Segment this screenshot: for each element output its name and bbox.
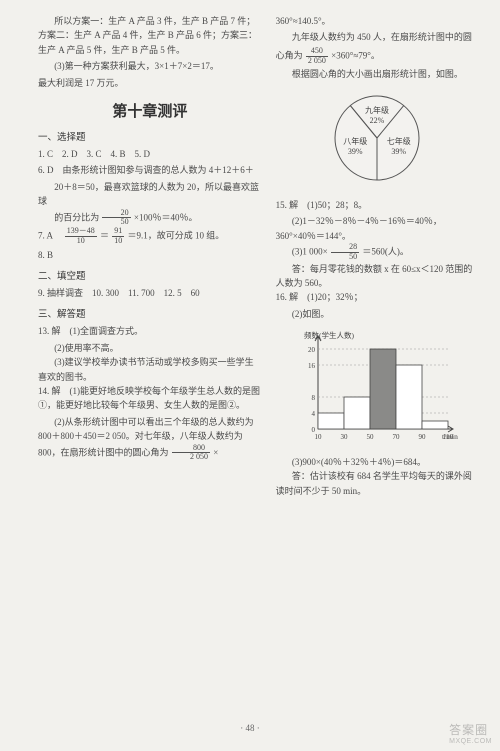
pie-chart: 九年级22%七年级39%八年级39% <box>276 88 478 188</box>
answer-line: 13. 解 (1)全面调查方式。 <box>38 324 262 338</box>
denominator: 50 <box>331 253 359 262</box>
svg-text:90: 90 <box>418 433 426 441</box>
fraction: 800 2 050 <box>172 444 210 463</box>
answer-line: 答：每月零花钱的数额 x 在 60≤x＜120 范围的人数为 560。 <box>276 262 478 291</box>
fraction: 91 10 <box>112 227 124 246</box>
answer-line: 14. 解 (1)能更好地反映学校每个年级学生总人数的是图①，能更好地比较每个年… <box>38 384 262 413</box>
denominator: 2 050 <box>172 453 210 462</box>
answer-line: 16. 解 (1)20；32％； <box>276 290 478 304</box>
answer-line: (3)1 000× 28 50 ＝560(人)。 <box>276 243 478 262</box>
text: × <box>213 447 218 457</box>
svg-text:22%: 22% <box>369 116 384 125</box>
section-heading: 三、解答题 <box>38 306 262 320</box>
svg-text:九年级: 九年级 <box>365 105 389 115</box>
watermark-url: MXQE.COM <box>449 738 492 745</box>
fraction: 139－48 10 <box>65 227 97 246</box>
para: 心角为 450 2 050 ×360°≈79°。 <box>276 47 478 66</box>
denominator: 2 050 <box>306 57 328 66</box>
svg-text:39%: 39% <box>348 147 363 156</box>
answer-line: 7. A 139－48 10 ＝ 91 10 ＝9.1，故可分成 10 组。 <box>38 227 262 246</box>
page: 所以方案一：生产 A 产品 3 件，生产 B 产品 7 件；方案二：生产 A 产… <box>0 0 500 508</box>
para: (3)第一种方案获利最大，3×1＋7×2＝17。 <box>38 59 262 73</box>
svg-text:八年级: 八年级 <box>343 136 367 146</box>
svg-text:30: 30 <box>340 433 348 441</box>
bar-svg: 04816201030507090110频数(学生人数)t/min <box>290 327 460 447</box>
pie-svg: 九年级22%七年级39%八年级39% <box>317 88 437 188</box>
right-column: 360°≈140.5°。 九年级人数约为 450 人，在扇形统计图中的圆 心角为… <box>276 14 478 498</box>
answer-line: 1. C 2. D 3. C 4. B 5. D <box>38 147 262 161</box>
answer-line: (3)900×(40％＋32％＋4％)＝684。 <box>276 455 478 469</box>
answer-line: 6. D 由条形统计图知参与调查的总人数为 4＋12＋6＋ <box>38 163 262 177</box>
watermark: 答案圈 MXQE.COM <box>449 721 492 745</box>
svg-text:8: 8 <box>311 394 315 402</box>
text: 的百分比为 <box>54 212 99 222</box>
chapter-title: 第十章测评 <box>38 100 262 121</box>
answer-line: (2)如图。 <box>276 307 478 321</box>
para: 根据圆心角的大小画出扇形统计图，如图。 <box>276 67 478 81</box>
para: 九年级人数约为 450 人，在扇形统计图中的圆 <box>276 30 478 44</box>
answer-line: 15. 解 (1)50；28；8。 <box>276 198 478 212</box>
bar-chart: 04816201030507090110频数(学生人数)t/min <box>290 327 478 449</box>
text: (3)1 000× <box>292 246 328 256</box>
answer-line: 的百分比为 20 50 ×100％＝40％。 <box>38 209 262 228</box>
para: 所以方案一：生产 A 产品 3 件，生产 B 产品 7 件；方案二：生产 A 产… <box>38 14 262 57</box>
watermark-text: 答案圈 <box>449 723 488 737</box>
svg-text:七年级: 七年级 <box>387 136 411 146</box>
answer-line: 9. 抽样调查 10. 300 11. 700 12. 5 60 <box>38 286 262 300</box>
fraction: 28 50 <box>331 243 359 262</box>
text: ＝560(人)。 <box>362 246 409 256</box>
left-column: 所以方案一：生产 A 产品 3 件，生产 B 产品 7 件；方案二：生产 A 产… <box>38 14 262 498</box>
svg-text:16: 16 <box>308 362 316 370</box>
text: (2)从条形统计图中可以看出三个年级的总人数约为 800＋800＋450＝2 0… <box>38 417 254 457</box>
answer-line: (3)建议学校举办读书节活动或学校多购买一些学生喜欢的图书。 <box>38 355 262 384</box>
denominator: 10 <box>112 237 124 246</box>
denominator: 10 <box>65 237 97 246</box>
svg-text:39%: 39% <box>391 147 406 156</box>
svg-text:50: 50 <box>366 433 374 441</box>
text: ＝9.1，故可分成 10 组。 <box>128 230 225 240</box>
svg-text:t/min: t/min <box>442 432 458 441</box>
answer-line: 8. B <box>38 248 262 262</box>
answer-line: 20＋8＝50，最喜欢篮球的人数为 20，所以最喜欢篮球 <box>38 180 262 209</box>
page-number: · 48 · <box>0 723 500 733</box>
para: 最大利润是 17 万元。 <box>38 76 262 90</box>
para: 360°≈140.5°。 <box>276 14 478 28</box>
svg-text:频数(学生人数): 频数(学生人数) <box>304 330 354 340</box>
fraction: 20 50 <box>102 209 130 228</box>
answer-line: (2)1－32％－8％－4％－16％＝40％，360°×40％＝144°。 <box>276 214 478 243</box>
svg-text:4: 4 <box>311 410 315 418</box>
section-heading: 二、填空题 <box>38 268 262 282</box>
text: 7. A <box>38 230 62 240</box>
text: ＝ <box>100 230 109 240</box>
fraction: 450 2 050 <box>306 47 328 66</box>
svg-text:70: 70 <box>392 433 400 441</box>
answer-line: (2)使用率不高。 <box>38 341 262 355</box>
answer-line: 答：估计该校有 684 名学生平均每天的课外阅读时间不少于 50 min。 <box>276 469 478 498</box>
text: ×360°≈79°。 <box>331 50 380 60</box>
section-heading: 一、选择题 <box>38 129 262 143</box>
text: ×100％＝40％。 <box>134 212 198 222</box>
text: 心角为 <box>276 50 303 60</box>
svg-text:10: 10 <box>314 433 322 441</box>
answer-line: (2)从条形统计图中可以看出三个年级的总人数约为 800＋800＋450＝2 0… <box>38 415 262 462</box>
svg-text:20: 20 <box>308 346 316 354</box>
